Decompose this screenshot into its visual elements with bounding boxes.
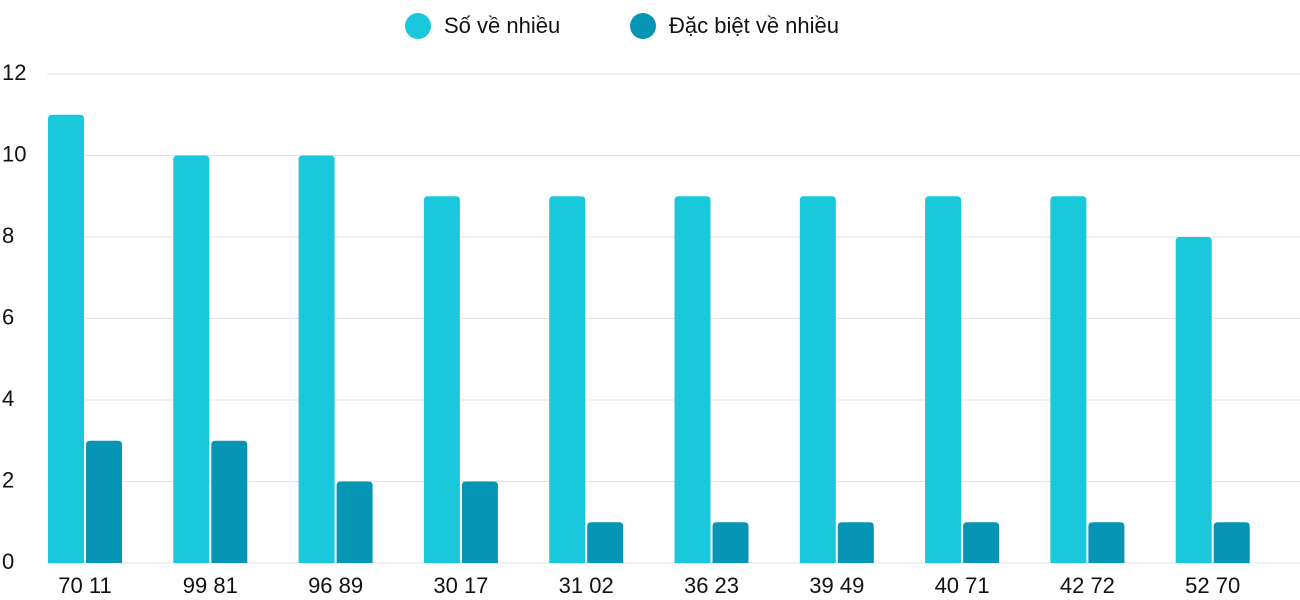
bar [211,440,248,563]
bar [1175,237,1212,563]
x-tick-label: 96 89 [308,573,363,598]
bar [712,522,749,563]
x-tick-label: 99 81 [183,573,238,598]
y-tick-label: 4 [2,386,14,411]
bar [86,440,122,563]
bar [799,196,836,563]
bar [336,481,373,563]
bar [1050,196,1087,563]
legend-label: Đặc biệt về nhiều [669,13,839,38]
bar [674,196,711,563]
bar [925,196,962,563]
bar [1088,522,1125,563]
bar [48,114,84,563]
legend-swatch [630,13,656,39]
bar [461,481,498,563]
legend-label: Số về nhiều [444,13,560,38]
bar [1213,522,1250,563]
bar [298,155,335,563]
legend-swatch [405,13,431,39]
y-tick-label: 10 [2,141,26,166]
bar [549,196,586,563]
bar [587,522,624,563]
x-tick-label: 36 23 [684,573,739,598]
bar [963,522,1000,563]
bar [423,196,460,563]
bar [837,522,874,563]
x-tick-label: 30 17 [433,573,488,598]
y-tick-label: 0 [2,549,14,574]
y-tick-label: 12 [2,60,26,85]
x-tick-label: 70 11 [58,573,111,598]
x-tick-label: 42 72 [1060,573,1115,598]
x-tick-label: 52 70 [1185,573,1240,598]
x-tick-label: 39 49 [809,573,864,598]
y-tick-label: 6 [2,304,14,329]
bar [173,155,210,563]
y-tick-label: 2 [2,467,14,492]
y-tick-label: 8 [2,223,14,248]
x-tick-label: 31 02 [559,573,614,598]
x-tick-label: 40 71 [935,573,990,598]
